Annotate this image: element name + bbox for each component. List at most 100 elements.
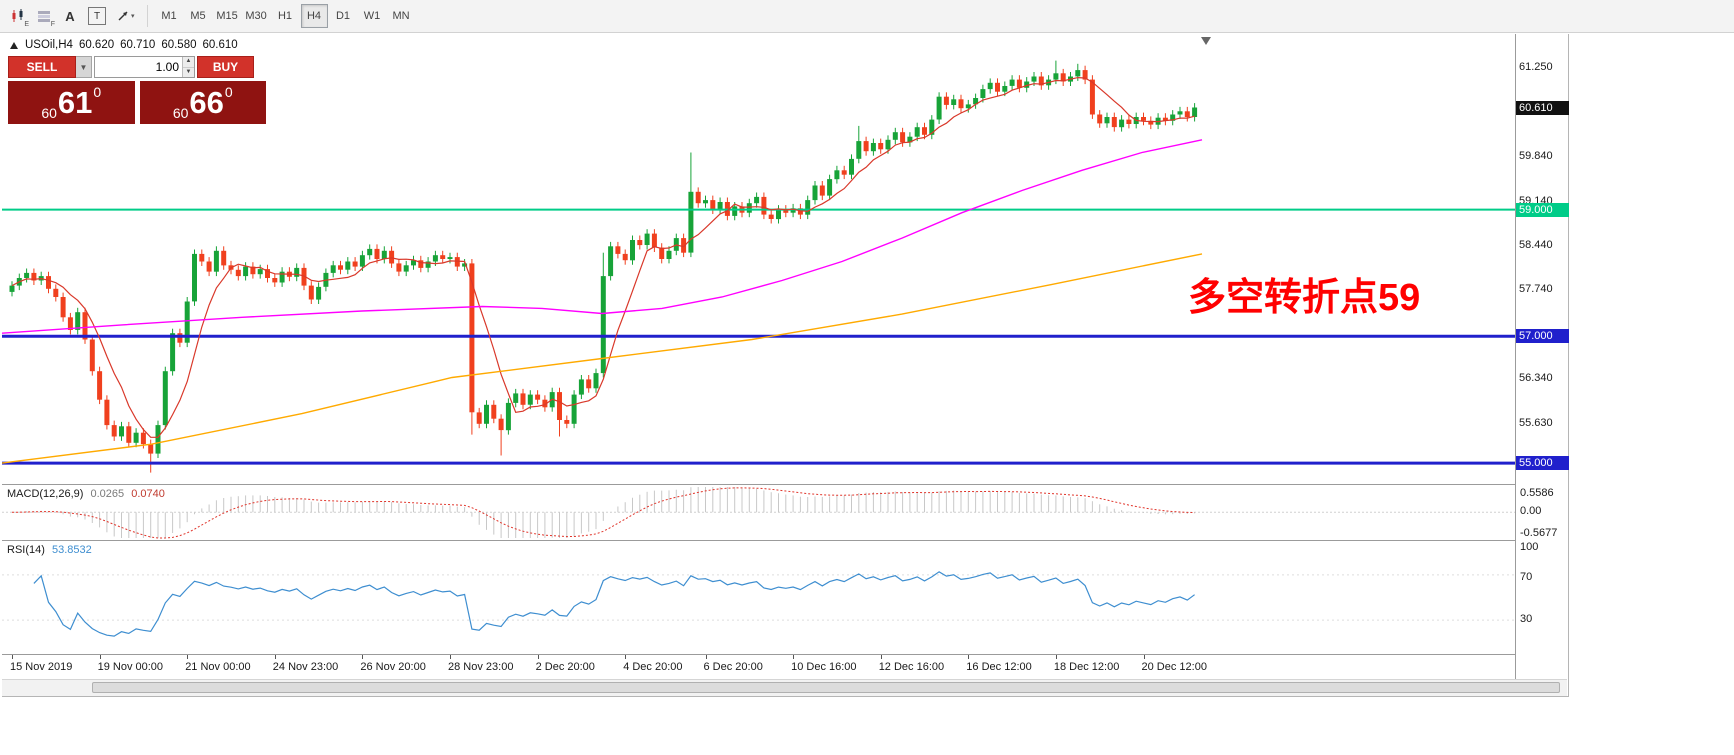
chart-annotation-text: 多空转折点59 bbox=[1188, 277, 1421, 319]
indicator-list-icon[interactable]: F bbox=[32, 4, 56, 28]
current-price-badge: 60.610 bbox=[1516, 100, 1569, 115]
time-label: 4 Dec 20:00 bbox=[623, 661, 683, 673]
symbol-info-bar: USOil,H4 60.620 60.710 60.580 60.610 bbox=[10, 39, 244, 51]
dropdown-caret-icon: ▾ bbox=[131, 13, 135, 20]
trade-prices-row: 60 61 0 60 66 0 bbox=[8, 81, 266, 124]
main-chart-canvas[interactable] bbox=[2, 34, 1515, 484]
timeframe-m5[interactable]: M5 bbox=[185, 4, 212, 28]
price-tick-label: 55.630 bbox=[1519, 417, 1553, 430]
macd-axis-max: 0.5586 bbox=[1520, 487, 1554, 499]
time-tick bbox=[450, 655, 451, 659]
macd-name: MACD(12,26,9) bbox=[7, 488, 84, 500]
time-tick bbox=[99, 655, 101, 659]
macd-main-value: 0.0265 bbox=[90, 488, 125, 500]
price-axis[interactable]: 0.5586 0.00 -0.5677 100 70 30 61.250 59.8… bbox=[1515, 34, 1569, 679]
time-tick bbox=[537, 655, 539, 659]
timeframe-m15[interactable]: M15 bbox=[214, 4, 241, 28]
symbol-name: USOil,H4 bbox=[25, 39, 73, 51]
time-tick bbox=[1055, 655, 1057, 659]
main-chart-panel: 多空转折点59 bbox=[2, 34, 1515, 484]
price-tick-label: 59.840 bbox=[1519, 150, 1553, 163]
macd-panel: MACD(12,26,9) 0.0265 0.0740 bbox=[2, 484, 1515, 540]
sell-price-handle: 60 bbox=[41, 105, 57, 121]
rsi-value: 53.8532 bbox=[51, 544, 92, 556]
buy-price-pip: 0 bbox=[224, 84, 233, 100]
time-label: 19 Nov 00:00 bbox=[97, 661, 164, 673]
sell-price-main: 61 bbox=[57, 85, 93, 120]
time-label: 26 Nov 20:00 bbox=[360, 661, 426, 673]
time-tick bbox=[625, 655, 627, 659]
main-toolbar: E F A T ▾ M1 M5 M15 M30 H1 H4 D1 bbox=[0, 0, 1734, 33]
time-label: 10 Dec 16:00 bbox=[791, 661, 857, 673]
trade-panel-collapse-icon[interactable] bbox=[10, 41, 18, 49]
indicator-tool-sub: F bbox=[50, 21, 55, 28]
time-axis[interactable]: 15 Nov 2019 19 Nov 00:00 21 Nov 00:00 24 No… bbox=[2, 654, 1515, 680]
macd-axis-min: -0.5677 bbox=[1520, 527, 1558, 539]
level-price-badge: 57.000 bbox=[1516, 329, 1569, 344]
chart-type-icon[interactable]: E bbox=[6, 4, 30, 28]
time-tick bbox=[12, 655, 13, 659]
rsi-canvas[interactable] bbox=[2, 541, 1515, 654]
time-tick bbox=[968, 655, 970, 659]
timeframe-d1[interactable]: D1 bbox=[330, 4, 357, 28]
volume-up-icon[interactable]: ▲ bbox=[183, 57, 194, 68]
time-tick bbox=[793, 655, 795, 659]
sell-button[interactable]: SELL bbox=[8, 56, 76, 78]
grid-icon bbox=[38, 11, 50, 22]
macd-axis-zero: 0.00 bbox=[1520, 505, 1542, 517]
price-tick-label: 56.340 bbox=[1519, 372, 1553, 385]
timeframe-w1[interactable]: W1 bbox=[359, 4, 386, 28]
time-label: 21 Nov 00:00 bbox=[185, 661, 251, 673]
quote-low: 60.580 bbox=[161, 39, 197, 51]
macd-canvas[interactable] bbox=[2, 485, 1515, 540]
time-tick bbox=[880, 655, 882, 659]
chart-window: USOil,H4 60.620 60.710 60.580 60.610 SEL… bbox=[2, 34, 1569, 697]
template-tool-glyph: T bbox=[88, 7, 106, 25]
timeframe-h4[interactable]: H4 bbox=[300, 4, 328, 28]
macd-label: MACD(12,26,9) 0.0265 0.0740 bbox=[7, 488, 165, 500]
time-label: 20 Dec 12:00 bbox=[1141, 661, 1207, 673]
quote-open: 60.620 bbox=[78, 39, 115, 51]
rsi-axis-70: 70 bbox=[1520, 571, 1533, 583]
rsi-panel: RSI(14) 53.8532 bbox=[2, 540, 1515, 654]
macd-signal-value: 0.0740 bbox=[131, 488, 165, 500]
level-price-badge: 59.000 bbox=[1516, 202, 1569, 217]
sell-price-display[interactable]: 60 61 0 bbox=[8, 81, 135, 124]
timeframe-mn[interactable]: MN bbox=[388, 4, 415, 28]
h-scrollbar-track[interactable] bbox=[2, 679, 1567, 696]
time-tick bbox=[705, 655, 707, 659]
volume-field: ▲ ▼ bbox=[94, 56, 195, 78]
volume-spinner: ▲ ▼ bbox=[182, 57, 194, 77]
time-label: 24 Nov 23:00 bbox=[272, 661, 339, 673]
rsi-axis-30: 30 bbox=[1520, 613, 1533, 625]
time-label: 18 Dec 12:00 bbox=[1053, 661, 1120, 673]
arrow-tool-button[interactable]: ▾ bbox=[112, 4, 139, 28]
price-tick-label: 61.250 bbox=[1519, 60, 1553, 73]
time-label: 15 Nov 2019 bbox=[10, 661, 73, 673]
timeframe-m1[interactable]: M1 bbox=[156, 4, 183, 28]
time-label: 16 Dec 12:00 bbox=[966, 661, 1032, 673]
chart-tool-sub: E bbox=[24, 21, 29, 28]
time-label: 28 Nov 23:00 bbox=[448, 661, 514, 673]
buy-button[interactable]: BUY bbox=[197, 56, 254, 78]
rsi-name: RSI(14) bbox=[7, 544, 45, 556]
time-tick bbox=[362, 655, 364, 659]
price-tick-label: 58.440 bbox=[1519, 239, 1553, 252]
template-tool-button[interactable]: T bbox=[84, 4, 110, 28]
rsi-label: RSI(14) 53.8532 bbox=[7, 544, 92, 556]
volume-down-icon[interactable]: ▼ bbox=[183, 67, 194, 77]
timeframe-m30[interactable]: M30 bbox=[243, 4, 270, 28]
time-tick bbox=[187, 655, 189, 659]
time-label: 2 Dec 20:00 bbox=[535, 661, 595, 673]
h-scrollbar-thumb[interactable] bbox=[92, 682, 1560, 693]
buy-price-display[interactable]: 60 66 0 bbox=[139, 81, 266, 124]
volume-input[interactable] bbox=[95, 57, 182, 77]
chart-shift-icon[interactable] bbox=[1201, 37, 1211, 45]
sell-price-pip: 0 bbox=[93, 84, 102, 100]
text-tool-button[interactable]: A bbox=[58, 4, 82, 28]
level-price-badge: 55.000 bbox=[1516, 456, 1569, 471]
volume-dropdown-icon[interactable]: ▼ bbox=[76, 56, 92, 78]
timeframe-h1[interactable]: H1 bbox=[272, 4, 299, 28]
rsi-axis-100: 100 bbox=[1520, 541, 1539, 553]
